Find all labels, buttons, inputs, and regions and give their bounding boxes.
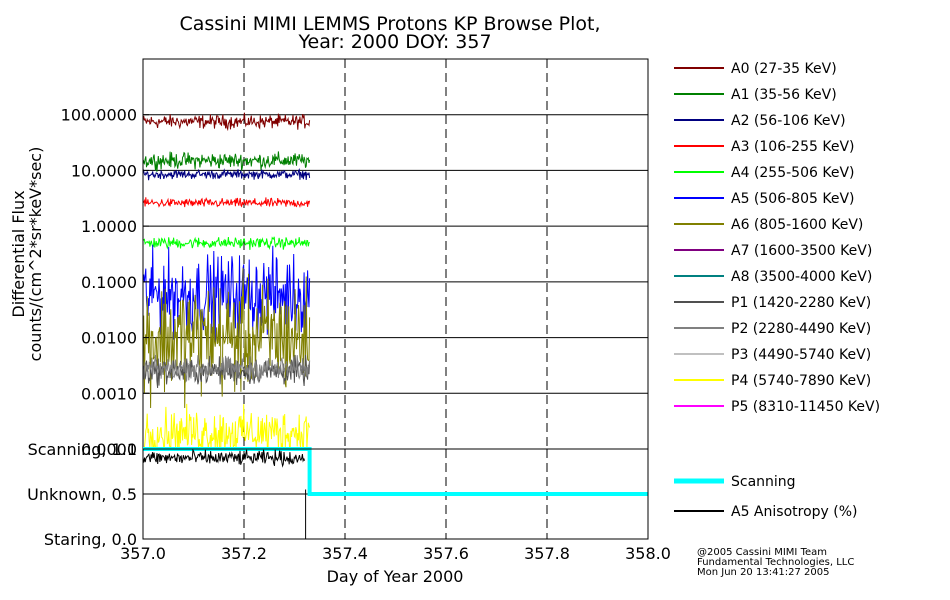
lower-panel-frame xyxy=(142,448,649,540)
legend: A0 (27-35 KeV) A1 (35-56 KeV) A2 (56-106 K… xyxy=(674,61,880,520)
legend-label-a2-56-106-kev: A2 (56-106 KeV) xyxy=(731,113,846,129)
chart-title-line2: Year: 2000 DOY: 357 xyxy=(297,31,491,53)
chart-title-line1: Cassini MIMI LEMMS Protons KP Browse Plo… xyxy=(179,13,600,35)
xtick-label-1: 357.2 xyxy=(221,544,267,563)
mode-ytick-label-1: Unknown, 0.5 xyxy=(27,485,137,504)
legend-label-a5-anisotropy: A5 Anisotropy (%) xyxy=(731,504,858,520)
legend-label-a4-255-506-kev: A4 (255-506 KeV) xyxy=(731,165,854,181)
series-p4-5740-7890-kev xyxy=(143,403,311,450)
flux-ytick-label-5: 0.0010 xyxy=(81,384,137,403)
flux-ytick-label-3: 0.1000 xyxy=(81,273,137,292)
legend-label-a3-106-255-kev: A3 (106-255 KeV) xyxy=(731,139,854,155)
xtick-label-4: 357.8 xyxy=(524,544,570,563)
flux-series-group xyxy=(142,112,311,450)
flux-ytick-label-2: 1.0000 xyxy=(81,217,137,236)
flux-y-ticks: 100.0000 10.0000 1.0000 0.1000 0.0100 0.0010 0… xyxy=(61,106,149,459)
series-a1-35-56-kev xyxy=(142,151,311,172)
flux-ytick-label-4: 0.0100 xyxy=(81,329,137,348)
flux-ytick-label-6: 0.0001 xyxy=(81,440,137,459)
y-axis-label-line2: counts/(cm^2*sr*keV*sec) xyxy=(26,147,45,362)
series-a5-anisotropy xyxy=(142,448,306,468)
upper-panel-grid xyxy=(143,59,648,449)
series-p2-2280-4490-kev xyxy=(142,354,311,383)
credit-line3: Mon Jun 20 13:41:27 2005 xyxy=(697,567,830,578)
credit-line1: @2005 Cassini MIMI Team xyxy=(697,547,827,558)
series-a5-506-805-kev xyxy=(142,244,311,345)
legend-label-a8-3500-4000-kev: A8 (3500-4000 KeV) xyxy=(731,269,872,285)
xtick-label-5: 358.0 xyxy=(625,544,671,563)
legend-label-p2-2280-4490-kev: P2 (2280-4490 KeV) xyxy=(731,321,871,337)
legend-label-a1-35-56-kev: A1 (35-56 KeV) xyxy=(731,87,837,103)
series-a6-805-1600-kev xyxy=(142,268,311,409)
upper-panel-frame xyxy=(142,58,649,450)
mode-y-ticks: Scanning, 1.0 Unknown, 0.5 Staring, 0.0 xyxy=(27,440,137,549)
y-axis-label-line1: Differential Flux xyxy=(9,190,28,317)
legend-label-p4-5740-7890-kev: P4 (5740-7890 KeV) xyxy=(731,373,871,389)
legend-label-scanning: Scanning xyxy=(731,474,796,490)
flux-ytick-label-1: 10.0000 xyxy=(71,161,137,180)
mode-ytick-label-2: Staring, 0.0 xyxy=(44,530,137,549)
legend-label-a6-805-1600-kev: A6 (805-1600 KeV) xyxy=(731,217,863,233)
flux-ytick-label-0: 100.0000 xyxy=(61,106,137,125)
xtick-label-3: 357.6 xyxy=(423,544,469,563)
legend-label-p5-8310-11450-kev: P5 (8310-11450 KeV) xyxy=(731,399,880,415)
legend-label-a0-27-35-kev: A0 (27-35 KeV) xyxy=(731,61,837,77)
series-a4-255-506-kev xyxy=(142,236,310,250)
xtick-label-0: 357.0 xyxy=(120,544,166,563)
x-axis-ticks: 357.0 357.2 357.4 357.6 357.8 358.0 xyxy=(120,533,671,563)
legend-label-a7-1600-3500-kev: A7 (1600-3500 KeV) xyxy=(731,243,872,259)
legend-label-p3-4490-5740-kev: P3 (4490-5740 KeV) xyxy=(731,347,871,363)
xtick-label-2: 357.4 xyxy=(322,544,368,563)
legend-label-a5-506-805-kev: A5 (506-805 KeV) xyxy=(731,191,854,207)
legend-label-p1-1420-2280-kev: P1 (1420-2280 KeV) xyxy=(731,295,871,311)
mode-ytick-label-0: Scanning, 1.0 xyxy=(28,440,137,459)
series-a2-56-106-kev xyxy=(142,168,311,181)
x-axis-label: Day of Year 2000 xyxy=(327,567,464,586)
series-a3-106-255-kev xyxy=(142,197,311,208)
credit-line2: Fundamental Technologies, LLC xyxy=(697,557,854,568)
series-a0-27-35-kev xyxy=(142,112,311,132)
